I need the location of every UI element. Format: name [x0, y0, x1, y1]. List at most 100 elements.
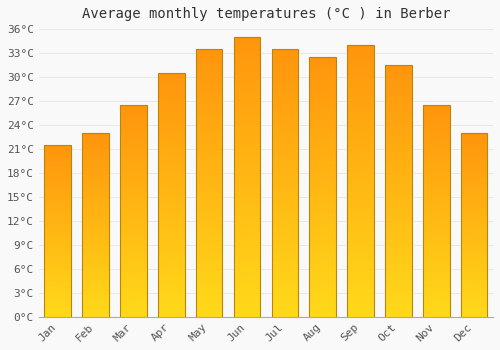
Bar [82, 214, 109, 216]
Bar [82, 230, 109, 232]
Bar [44, 267, 71, 269]
Bar [461, 173, 487, 175]
Bar [310, 241, 336, 244]
Bar [234, 104, 260, 107]
Bar [310, 117, 336, 119]
Bar [385, 206, 411, 209]
Bar [348, 80, 374, 83]
Bar [423, 107, 450, 109]
Bar [385, 183, 411, 186]
Bar [272, 268, 298, 271]
Bar [272, 183, 298, 186]
Bar [158, 97, 184, 100]
Bar [272, 293, 298, 295]
Bar [310, 72, 336, 75]
Bar [82, 168, 109, 170]
Bar [348, 175, 374, 178]
Bar [120, 283, 146, 285]
Bar [461, 249, 487, 251]
Bar [310, 208, 336, 210]
Bar [44, 202, 71, 203]
Bar [348, 97, 374, 99]
Bar [385, 105, 411, 108]
Bar [385, 281, 411, 284]
Bar [385, 90, 411, 93]
Bar [44, 258, 71, 260]
Bar [82, 161, 109, 162]
Bar [461, 159, 487, 161]
Bar [272, 314, 298, 317]
Bar [158, 280, 184, 283]
Bar [423, 294, 450, 296]
Bar [158, 146, 184, 149]
Bar [82, 190, 109, 192]
Bar [44, 245, 71, 246]
Bar [461, 135, 487, 136]
Bar [120, 294, 146, 296]
Bar [234, 96, 260, 99]
Bar [272, 303, 298, 306]
Bar [44, 315, 71, 317]
Bar [196, 309, 222, 312]
Bar [385, 100, 411, 103]
Bar [82, 218, 109, 219]
Bar [310, 223, 336, 226]
Bar [82, 236, 109, 238]
Bar [461, 177, 487, 179]
Bar [461, 210, 487, 212]
Bar [158, 102, 184, 105]
Bar [348, 224, 374, 227]
Bar [272, 266, 298, 268]
Bar [461, 216, 487, 218]
Bar [385, 75, 411, 78]
Bar [44, 155, 71, 157]
Bar [82, 227, 109, 229]
Bar [385, 249, 411, 251]
Bar [423, 105, 450, 317]
Bar [461, 186, 487, 188]
Bar [423, 145, 450, 147]
Bar [234, 241, 260, 244]
Bar [82, 291, 109, 293]
Bar [385, 239, 411, 241]
Bar [44, 209, 71, 210]
Bar [461, 311, 487, 313]
Bar [385, 261, 411, 264]
Bar [348, 252, 374, 254]
Bar [82, 155, 109, 157]
Bar [423, 183, 450, 186]
Bar [196, 65, 222, 68]
Bar [234, 155, 260, 158]
Bar [423, 209, 450, 211]
Bar [272, 255, 298, 258]
Bar [310, 270, 336, 273]
Bar [385, 163, 411, 166]
Bar [272, 196, 298, 199]
Bar [348, 105, 374, 107]
Bar [82, 271, 109, 273]
Bar [461, 181, 487, 183]
Bar [234, 250, 260, 252]
Bar [461, 291, 487, 293]
Bar [120, 124, 146, 126]
Bar [82, 139, 109, 140]
Bar [348, 301, 374, 303]
Bar [196, 250, 222, 253]
Bar [120, 160, 146, 162]
Bar [310, 203, 336, 205]
Bar [44, 220, 71, 222]
Bar [196, 86, 222, 89]
Bar [234, 227, 260, 230]
Bar [461, 230, 487, 232]
Bar [82, 238, 109, 240]
Bar [461, 287, 487, 289]
Bar [196, 207, 222, 210]
Bar [423, 304, 450, 306]
Bar [196, 62, 222, 65]
Bar [158, 80, 184, 83]
Bar [44, 250, 71, 252]
Bar [348, 186, 374, 189]
Bar [385, 289, 411, 292]
Bar [310, 205, 336, 208]
Bar [310, 86, 336, 88]
